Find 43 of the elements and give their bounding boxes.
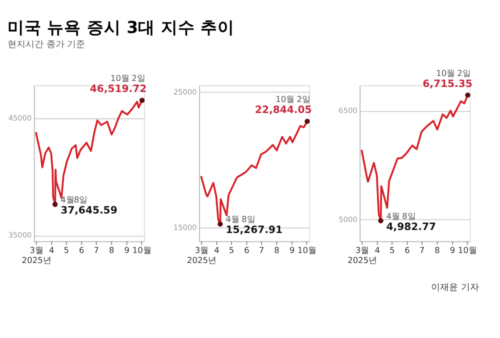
y-tick-label: 35000	[8, 230, 32, 240]
annotation: 4월 8일	[386, 210, 416, 221]
x-tick-label: 4	[49, 245, 54, 256]
x-tick-label: 8	[274, 245, 280, 256]
annotation: 37,645.59	[60, 206, 118, 217]
y-tick-label: 25000	[173, 87, 198, 96]
x-tick-label: 3월 2025년	[22, 245, 51, 266]
x-tick-label: 9	[124, 245, 130, 256]
annotation: 10월 2일	[436, 68, 471, 78]
annotation: 10월 2일	[276, 94, 310, 104]
y-tick-label: 6500	[338, 106, 358, 115]
x-tick-label: 5	[389, 245, 395, 256]
x-tick-label: 9	[450, 245, 456, 256]
y-tick-label: 45000	[8, 113, 32, 122]
x-tick-label: 10월	[132, 245, 151, 256]
annotation: 10월 2일	[110, 73, 145, 84]
chart-subtitle: 현지시간 종가 기준	[7, 38, 86, 50]
x-tick-label: 6	[404, 245, 410, 256]
x-tick-label: 8	[434, 245, 440, 256]
x-tick-label: 6	[78, 245, 84, 256]
x-tick-label: 7	[258, 245, 264, 256]
annotation: 15,267.91	[226, 225, 282, 236]
x-tick-label: 10월	[458, 245, 477, 256]
annotation: 4,982.77	[386, 222, 436, 233]
annotation: 6,715.35	[422, 78, 472, 90]
y-tick-label: 15000	[173, 222, 198, 232]
x-tick-label: 4	[374, 245, 380, 256]
x-tick-label: 4	[214, 245, 220, 256]
x-tick-label: 10월	[297, 245, 316, 256]
text: 이재윤 기자	[430, 282, 479, 293]
x-tick-label: 5	[228, 245, 234, 256]
chart-title: 미국 뉴욕 증시 3대 지수 추이	[7, 18, 235, 38]
x-tick-label: 8	[108, 245, 114, 256]
x-tick-label: 9	[289, 245, 295, 256]
annotation: 4월 8일	[226, 214, 255, 224]
x-tick-label: 6	[244, 245, 250, 256]
x-tick-label: 7	[94, 245, 99, 256]
annotation: 4월8일	[60, 194, 88, 205]
annotation: 22,844.05	[255, 105, 312, 116]
x-tick-label: 5	[64, 245, 70, 256]
annotation: 46,519.72	[90, 84, 147, 96]
y-tick-label: 5000	[338, 214, 358, 224]
x-tick-label: 7	[419, 245, 425, 256]
